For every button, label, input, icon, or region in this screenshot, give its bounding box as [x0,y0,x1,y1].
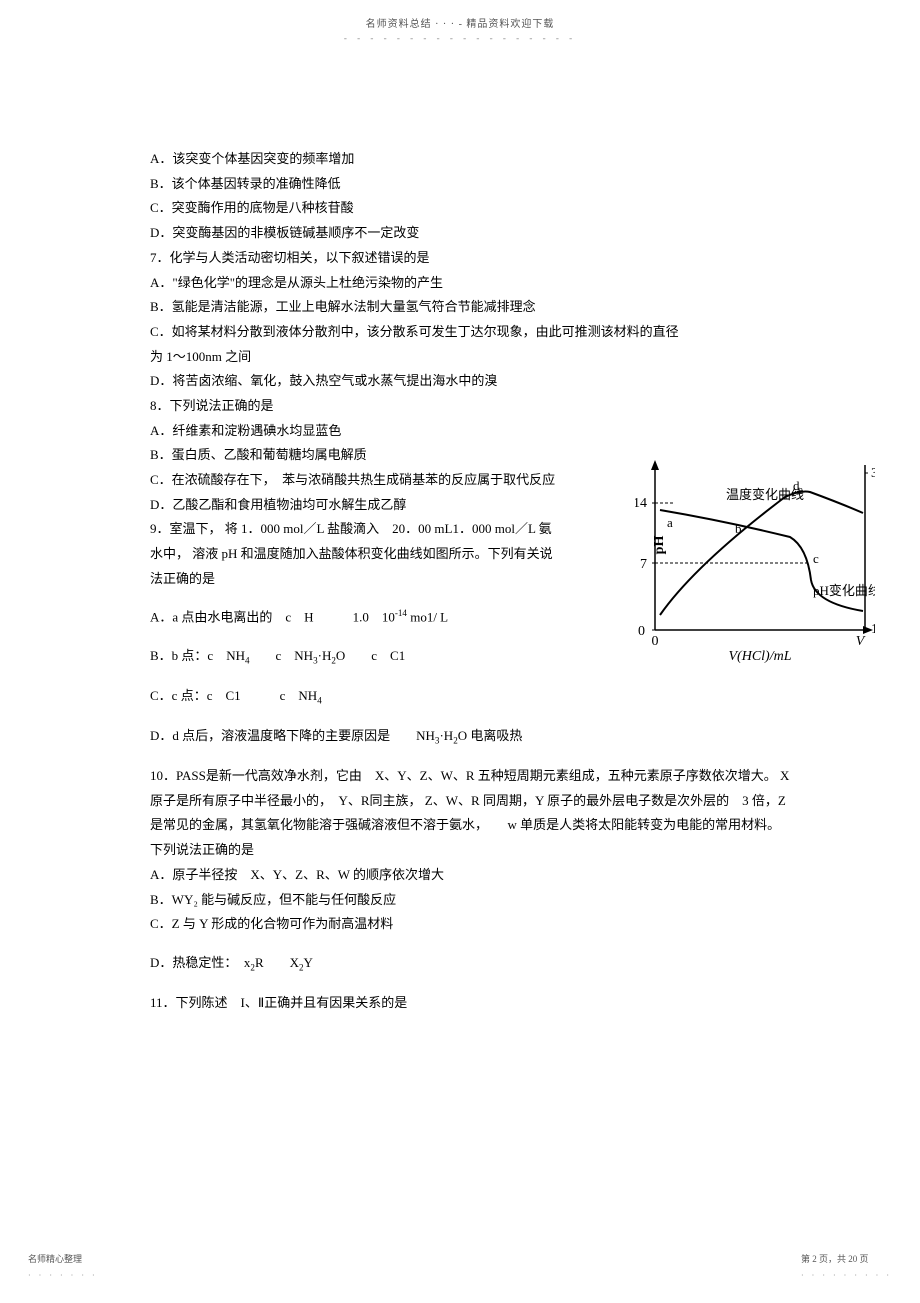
body-line: B．该个体基因转录的准确性降低 [150,172,790,197]
body-line: 8．下列说法正确的是 [150,394,790,419]
body-line: D．乙酸乙酯和食用植物油均可水解生成乙醇 [150,493,560,518]
body-line: A．纤维素和淀粉遇碘水均显蓝色 [150,419,790,444]
footer-left: 名师精心整理 · · · · · · · [28,1251,98,1283]
body-line: 为 1～100nm 之间 [150,345,790,370]
text: O c C1 [336,648,405,663]
body-line: C．突变酶作用的底物是八种核苷酸 [150,196,790,221]
text: c NH [250,648,314,663]
y-left-axis-label: pH [652,536,667,555]
body-line: D．将苦卤浓缩、氧化，鼓入热空气或水蒸气提出海水中的溴 [150,369,790,394]
subscript: 4 [317,696,322,706]
footer-left-text: 名师精心整理 [28,1251,98,1268]
body-line: A．"绿色化学"的理念是从源头上杜绝污染物的产生 [150,271,790,296]
body-line: C．在浓硫酸存在下， 苯与浓硝酸共热生成硝基苯的反应属于取代反应 [150,468,560,493]
body-line: 7．化学与人类活动密切相关，以下叙述错误的是 [150,246,790,271]
text: B．b 点：c NH [150,648,245,663]
y-right-tick-label: 30 [871,466,875,481]
text: R X [255,955,299,970]
text: D．热稳定性： x [150,955,250,970]
text: O 电离吸热 [458,728,523,743]
x-axis-label: V(HCl)/mL [729,649,792,664]
option-c: C．c 点：c C1 c NH4 [150,684,790,710]
legend-temperature: 温度变化曲线 [726,487,804,502]
text: D．d 点后，溶液温度略下降的主要原因是 NH [150,728,435,743]
footer-right-dots: · · · · · · · · · [801,1268,892,1283]
point-label-b: b [735,521,742,536]
body-line: 9．室温下， 将 1．000 mol／L 盐酸滴入 20．00 mL1．000 … [150,517,560,591]
point-label-a: a [667,515,673,530]
q11-line: 11．下列陈述 I、Ⅱ正确并且有因果关系的是 [150,991,790,1016]
y-right-tick-label: 15 [871,622,875,637]
text: Y [304,955,313,970]
y-tick-label: 7 [640,557,647,572]
text: A．a 点由水电离出的 c H 1.0 10 [150,610,395,625]
body-line: C．如将某材料分散到液体分散剂中，该分散系可发生丁达尔现象，由此可推测该材料的直… [150,320,790,345]
ph-temperature-chart: 0 7 14 15 30 0 V V(HCl)/mL pH 温度/℃ a b c… [635,455,875,665]
body-line: A．该突变个体基因突变的频率增加 [150,147,790,172]
page-top-dots: - - - - - - - - - - - - - - - - - - [60,30,860,47]
text: ·H [439,728,453,743]
footer-right: 第 2 页，共 20 页 · · · · · · · · · [801,1251,892,1283]
body-line: B．氢能是清洁能源，工业上电解水法制大量氢气符合节能减排理念 [150,295,790,320]
q10-line: B．WY₂ 能与碱反应，但不能与任何酸反应 [150,888,790,913]
text: mo1/ L [407,610,448,625]
y-tick-label: 0 [638,624,645,639]
narrow-block: C．在浓硫酸存在下， 苯与浓硝酸共热生成硝基苯的反应属于取代反应 D．乙酸乙酯和… [150,468,560,591]
body-line: D．突变酶基因的非模板链碱基顺序不一定改变 [150,221,790,246]
text: ·H [318,648,332,663]
point-label-c: c [813,551,819,566]
footer-right-text: 第 2 页，共 20 页 [801,1251,892,1268]
x-tick-label: 0 [652,634,659,649]
x-tick-label: V [856,634,866,649]
q10-option-d: D．热稳定性： x2R X2Y [150,951,790,977]
q10-line: 10．PASS是新一代高效净水剂，它由 X、Y、Z、W、R 五种短周期元素组成，… [150,764,790,863]
document-page: 名师资料总结 · · · - 精品资料欢迎下载 - - - - - - - - … [0,0,920,1303]
footer-left-dots: · · · · · · · [28,1268,98,1283]
q10-line: A．原子半径按 X、Y、Z、R、W 的顺序依次增大 [150,863,790,888]
y-tick-label: 14 [635,496,647,511]
q10-line: C．Z 与 Y 形成的化合物可作为耐高温材料 [150,912,790,937]
superscript: -14 [395,608,407,618]
legend-ph: pH变化曲线 [813,583,875,598]
text: C．c 点：c C1 c NH [150,688,317,703]
option-d: D．d 点后，溶液温度略下降的主要原因是 NH3·H2O 电离吸热 [150,724,790,750]
